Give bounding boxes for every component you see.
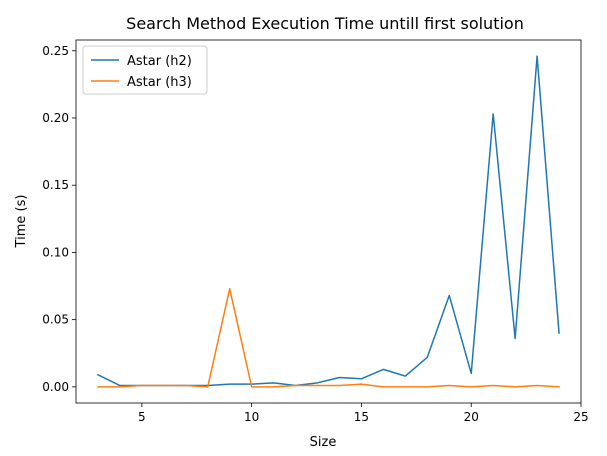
x-tick-label: 10 [244,410,259,424]
axes-frame [75,39,582,404]
y-axis-label: Time (s) [14,195,29,249]
y-tick-label: 0.25 [42,44,69,58]
series-layer [96,55,560,388]
y-tick-label: 0.05 [42,313,69,327]
x-tick-label: 25 [573,410,588,424]
y-tick-label: 0.20 [42,111,69,125]
plot-area [76,40,581,403]
legend-box [82,45,208,95]
series-line-h3 [97,287,560,388]
chart-title: Search Method Execution Time untill firs… [126,14,524,33]
ticks-layer: 5 10 15 20 25 0.00 0.05 0.10 0.15 0.20 0.25 [42,44,588,424]
legend-label: Astar (h2) [127,54,192,69]
y-tick-label: 0.10 [42,245,69,259]
legend-label: Astar (h3) [127,75,192,90]
x-tick-label: 15 [354,410,369,424]
x-axis-label: Size [310,435,337,450]
axes-layer [75,39,582,404]
legend: Astar (h2) Astar (h3) [82,45,208,95]
x-tick-label: 20 [464,410,479,424]
y-tick-label: 0.15 [42,178,69,192]
x-tick-label: 5 [138,410,146,424]
y-tick-label: 0.00 [42,380,69,394]
